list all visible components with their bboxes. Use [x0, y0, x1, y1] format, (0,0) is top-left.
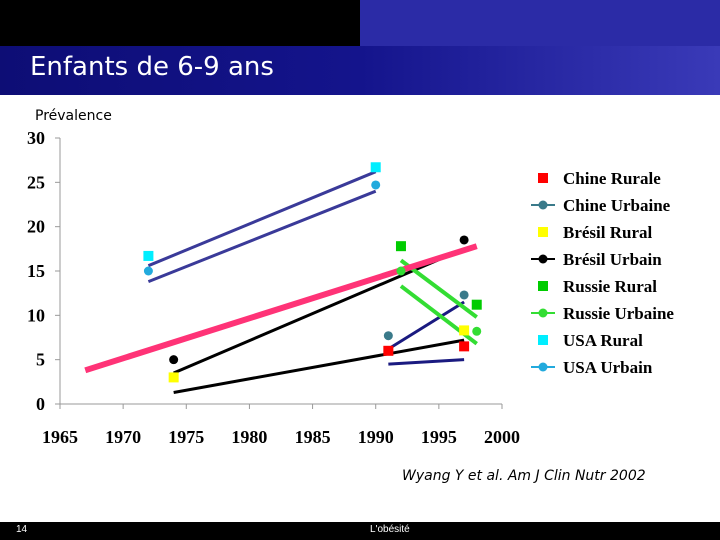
trend-line [387, 300, 465, 351]
x-tick-label: 1985 [295, 427, 331, 447]
footer-bar [0, 522, 720, 540]
top-band-right [360, 0, 720, 46]
legend-marker [538, 308, 548, 318]
data-point [370, 162, 381, 173]
legend-marker [538, 335, 548, 345]
trend-line [84, 243, 478, 374]
y-axis-label: Prévalence [35, 108, 112, 124]
y-tick-label: 5 [36, 350, 45, 370]
legend-marker [538, 227, 548, 237]
data-point [371, 180, 381, 190]
top-band-left [0, 0, 360, 46]
legend-label: Chine Rurale [563, 169, 661, 188]
x-tick-label: 2000 [484, 427, 520, 447]
y-tick-label: 30 [27, 128, 45, 148]
trend-line [388, 358, 465, 366]
legend-label: USA Urbain [563, 358, 653, 377]
legend-label: Russie Rural [563, 277, 657, 296]
legend-marker [538, 200, 548, 210]
legend-label: Russie Urbaine [563, 304, 674, 323]
data-point [143, 250, 154, 261]
data-point [395, 241, 406, 252]
legend-label: USA Rural [563, 331, 643, 350]
page-number: 14 [16, 524, 28, 535]
x-tick-label: 1980 [231, 427, 267, 447]
trend-line [147, 189, 377, 284]
x-tick-label: 1970 [105, 427, 141, 447]
legend-marker [538, 362, 548, 372]
x-tick-label: 1990 [358, 427, 394, 447]
legend-label: Brésil Urbain [563, 250, 662, 269]
legend-label: Chine Urbaine [563, 196, 671, 215]
data-point [169, 355, 179, 365]
y-tick-label: 10 [27, 305, 45, 325]
x-tick-label: 1995 [421, 427, 457, 447]
data-point [396, 266, 406, 276]
data-point [459, 341, 470, 352]
y-tick-label: 25 [27, 172, 45, 192]
legend-label: Brésil Rural [563, 223, 653, 242]
y-tick-label: 0 [36, 394, 45, 414]
data-point [459, 290, 469, 300]
data-point [459, 325, 470, 336]
data-point [472, 326, 482, 336]
x-tick-label: 1975 [168, 427, 204, 447]
data-point [143, 266, 153, 276]
slide-title: Enfants de 6-9 ans [30, 52, 274, 82]
legend-marker [538, 254, 548, 264]
footer-text: L'obésité [370, 524, 410, 535]
trend-line [173, 338, 465, 394]
trend-line [399, 258, 478, 319]
legend-marker [538, 173, 548, 183]
y-tick-label: 15 [27, 261, 45, 281]
x-tick-label: 1965 [42, 427, 78, 447]
legend-marker [538, 281, 548, 291]
trend-line [147, 170, 377, 268]
citation: Wyang Y et al. Am J Clin Nutr 2002 [402, 468, 646, 484]
france-label: France [97, 317, 154, 337]
title-bar [0, 46, 720, 95]
trend-line [173, 247, 465, 375]
data-point [168, 372, 179, 383]
y-tick-label: 20 [27, 217, 45, 237]
data-point [459, 235, 469, 245]
data-point [471, 299, 482, 310]
data-point [383, 331, 393, 341]
data-point [383, 345, 394, 356]
